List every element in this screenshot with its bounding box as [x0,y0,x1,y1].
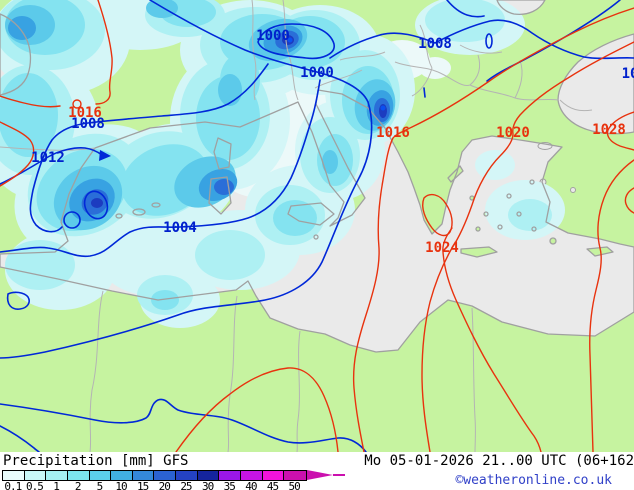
isobar-label: 1016 [68,105,102,121]
isobar-label: 1012 [31,150,65,166]
legend-tick-label: 40 [245,480,257,490]
legend-cell [284,470,306,480]
precipitation-map: 1000 1000 1008 1008 1012 1004 10 1016 1016 1020 10… [0,0,634,452]
isobar-label: 1016 [376,125,410,141]
legend-tick-label: 0.1 [4,480,22,490]
legend-tick-label: 50 [288,480,301,490]
legend-bar: Precipitation [mm] GFS Mo 05-01-2026 21.… [0,452,634,490]
legend-cell [3,470,25,480]
legend-tick-label: 15 [137,480,149,490]
legend-title: Precipitation [mm] GFS [3,453,189,469]
legend-cell [111,470,133,480]
legend-arrow [306,469,345,481]
legend-tick-label: 5 [96,480,104,490]
isobar-label: 1000 [256,28,290,44]
isobar-label: 1008 [418,36,452,52]
legend-cell [154,470,177,480]
isobar-labels: 1000 1000 1008 1008 1012 1004 10 1016 1016 1020 10… [31,28,634,256]
isobar-label: 1004 [163,220,197,236]
isobars-blue [0,0,634,452]
legend-arrow-tail [332,474,345,476]
legend-arrow-head [306,470,333,480]
copyright-text: ©weatheronline.co.uk [455,473,612,488]
legend-tick-label: 30 [201,480,214,490]
isobar-arrowhead [99,150,111,161]
isobars-red [0,0,634,452]
forecast-datetime: Mo 05-01-2026 21..00 UTC (06+162 [364,453,634,469]
legend-cell [46,470,68,480]
legend-tick-label: 2 [74,480,82,490]
legend-cell [197,470,220,480]
legend-cell [89,470,112,480]
precipitation-shading [0,0,565,328]
legend-cell [132,470,155,480]
legend-cell [262,470,285,480]
legend-cell [176,470,198,480]
legend-cells [2,469,307,481]
legend-cell [241,470,263,480]
legend-tick-label: 0.5 [26,480,44,490]
isobar-label: 1024 [425,240,459,256]
legend-cell [219,470,242,480]
isobar-label: 10 [622,66,634,82]
legend-tick-label: 25 [180,480,192,490]
legend-tick-label: 1 [53,480,60,490]
isobar-label: 1020 [496,125,530,141]
precipitation-scale [2,469,345,481]
isobar-label: 1028 [592,122,626,138]
legend-tick-labels: 0.1 0.5 1 2 5 10 15 20 25 30 35 40 45 50 [2,480,305,490]
legend-tick-label: 20 [158,480,171,490]
legend-tick-label: 35 [223,480,236,490]
legend-cell [24,470,47,480]
legend-tick-label: 10 [115,480,127,490]
legend-tick-label: 45 [266,480,279,490]
isobar-label: 1008 [71,116,105,132]
isobar-label: 1000 [300,65,334,81]
legend-cell [67,470,90,480]
